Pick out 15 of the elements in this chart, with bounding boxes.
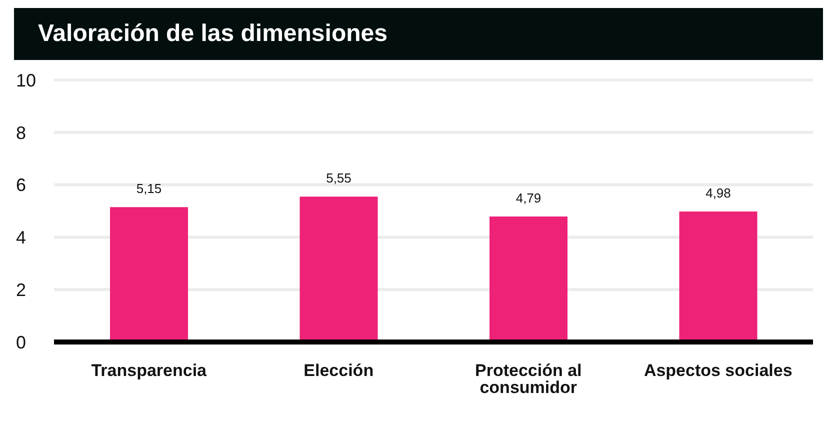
data-label: 5,15 [136,181,162,196]
data-label: 4,98 [706,186,731,201]
y-tick-label: 4 [16,228,26,248]
chart-title: Valoración de las dimensiones [14,8,823,60]
y-tick-label: 10 [16,70,36,90]
y-tick-label: 6 [16,175,26,196]
x-tick-label: Protección al consumidor [474,361,582,398]
x-tick-label: Aspectos sociales [644,361,792,380]
x-tick-label: Transparencia [91,361,208,380]
data-label: 5,55 [326,170,352,186]
data-label: 4,79 [516,190,542,206]
x-tick-label: Elección [304,361,374,380]
y-tick-label: 8 [16,122,26,143]
y-tick-label: 0 [16,332,26,352]
y-tick-label: 2 [16,280,26,300]
